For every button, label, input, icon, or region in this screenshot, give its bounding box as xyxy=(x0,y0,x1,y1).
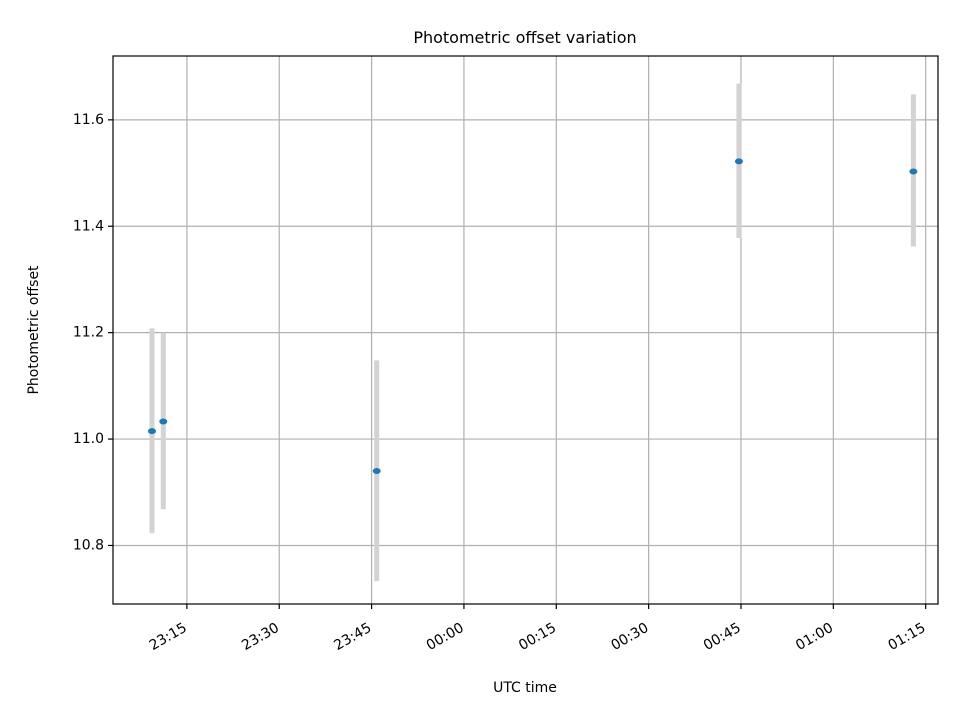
chart-title: Photometric offset variation xyxy=(413,28,636,47)
data-point xyxy=(909,168,918,175)
plot-frame xyxy=(112,55,939,605)
data-point xyxy=(734,158,743,165)
data-point xyxy=(372,467,381,474)
y-tick-label: 11.6 xyxy=(73,112,104,128)
x-axis-label: UTC time xyxy=(493,680,557,696)
data-points xyxy=(147,158,918,474)
y-tick-label: 11.0 xyxy=(73,431,104,447)
data-point xyxy=(147,428,156,435)
y-tick-label: 10.8 xyxy=(73,537,104,553)
y-axis-label: Photometric offset xyxy=(26,265,42,395)
grid-lines xyxy=(113,56,938,604)
y-tick-label: 11.4 xyxy=(73,218,104,234)
data-point xyxy=(159,418,168,425)
y-axis-ticks: 10.8 11.0 11.2 11.4 11.6 xyxy=(73,112,113,553)
y-tick-label: 11.2 xyxy=(73,325,104,341)
